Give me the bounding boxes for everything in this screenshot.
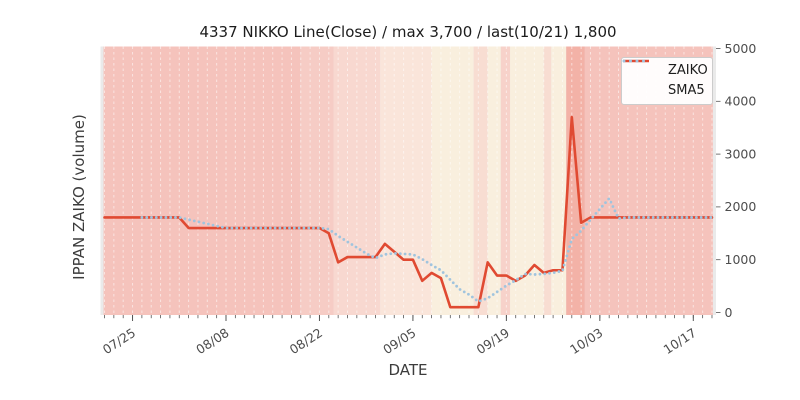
background-band: [500, 46, 511, 315]
legend-item-sma5: SMA5: [622, 59, 705, 98]
x-tick-label: 10/17: [661, 325, 699, 357]
y-axis-label: IPPAN ZAIKO (volume): [70, 114, 88, 280]
x-tick-label: 07/25: [100, 325, 138, 357]
zaiko-line-sample-icon: [623, 59, 659, 74]
y-tick-label: 0: [725, 305, 733, 320]
x-tick-label: 08/08: [193, 325, 231, 357]
legend-label-sma5: SMA5: [668, 83, 705, 98]
sma5-line: [140, 195, 714, 303]
sma5-dotted-sample-icon: [622, 59, 659, 94]
legend: ZAIKO SMA5: [621, 57, 713, 105]
y-tick-label: 1000: [725, 252, 757, 267]
background-band: [473, 46, 488, 315]
background-band: [380, 46, 432, 315]
x-tick-label: 10/03: [567, 325, 605, 357]
background-band: [543, 46, 552, 315]
background-band: [103, 46, 301, 315]
y-tick-label: 4000: [725, 94, 757, 109]
background-band: [431, 46, 474, 315]
legend-label-zaiko: ZAIKO: [668, 63, 708, 78]
y-tick-label: 3000: [725, 146, 757, 161]
background-band: [300, 46, 334, 315]
x-tick-label: 09/19: [474, 325, 512, 357]
legend-item-zaiko: ZAIKO: [623, 59, 708, 78]
y-tick-label: 5000: [725, 41, 757, 56]
background-band: [566, 46, 585, 315]
x-axis-label: DATE: [388, 361, 428, 379]
zaiko-line: [103, 115, 714, 309]
x-tick-label: 08/22: [287, 325, 325, 357]
chart-title: 4337 NIKKO Line(Close) / max 3,700 / las…: [199, 23, 617, 41]
x-tick-label: 09/05: [380, 325, 418, 357]
y-tick-label: 2000: [725, 199, 757, 214]
